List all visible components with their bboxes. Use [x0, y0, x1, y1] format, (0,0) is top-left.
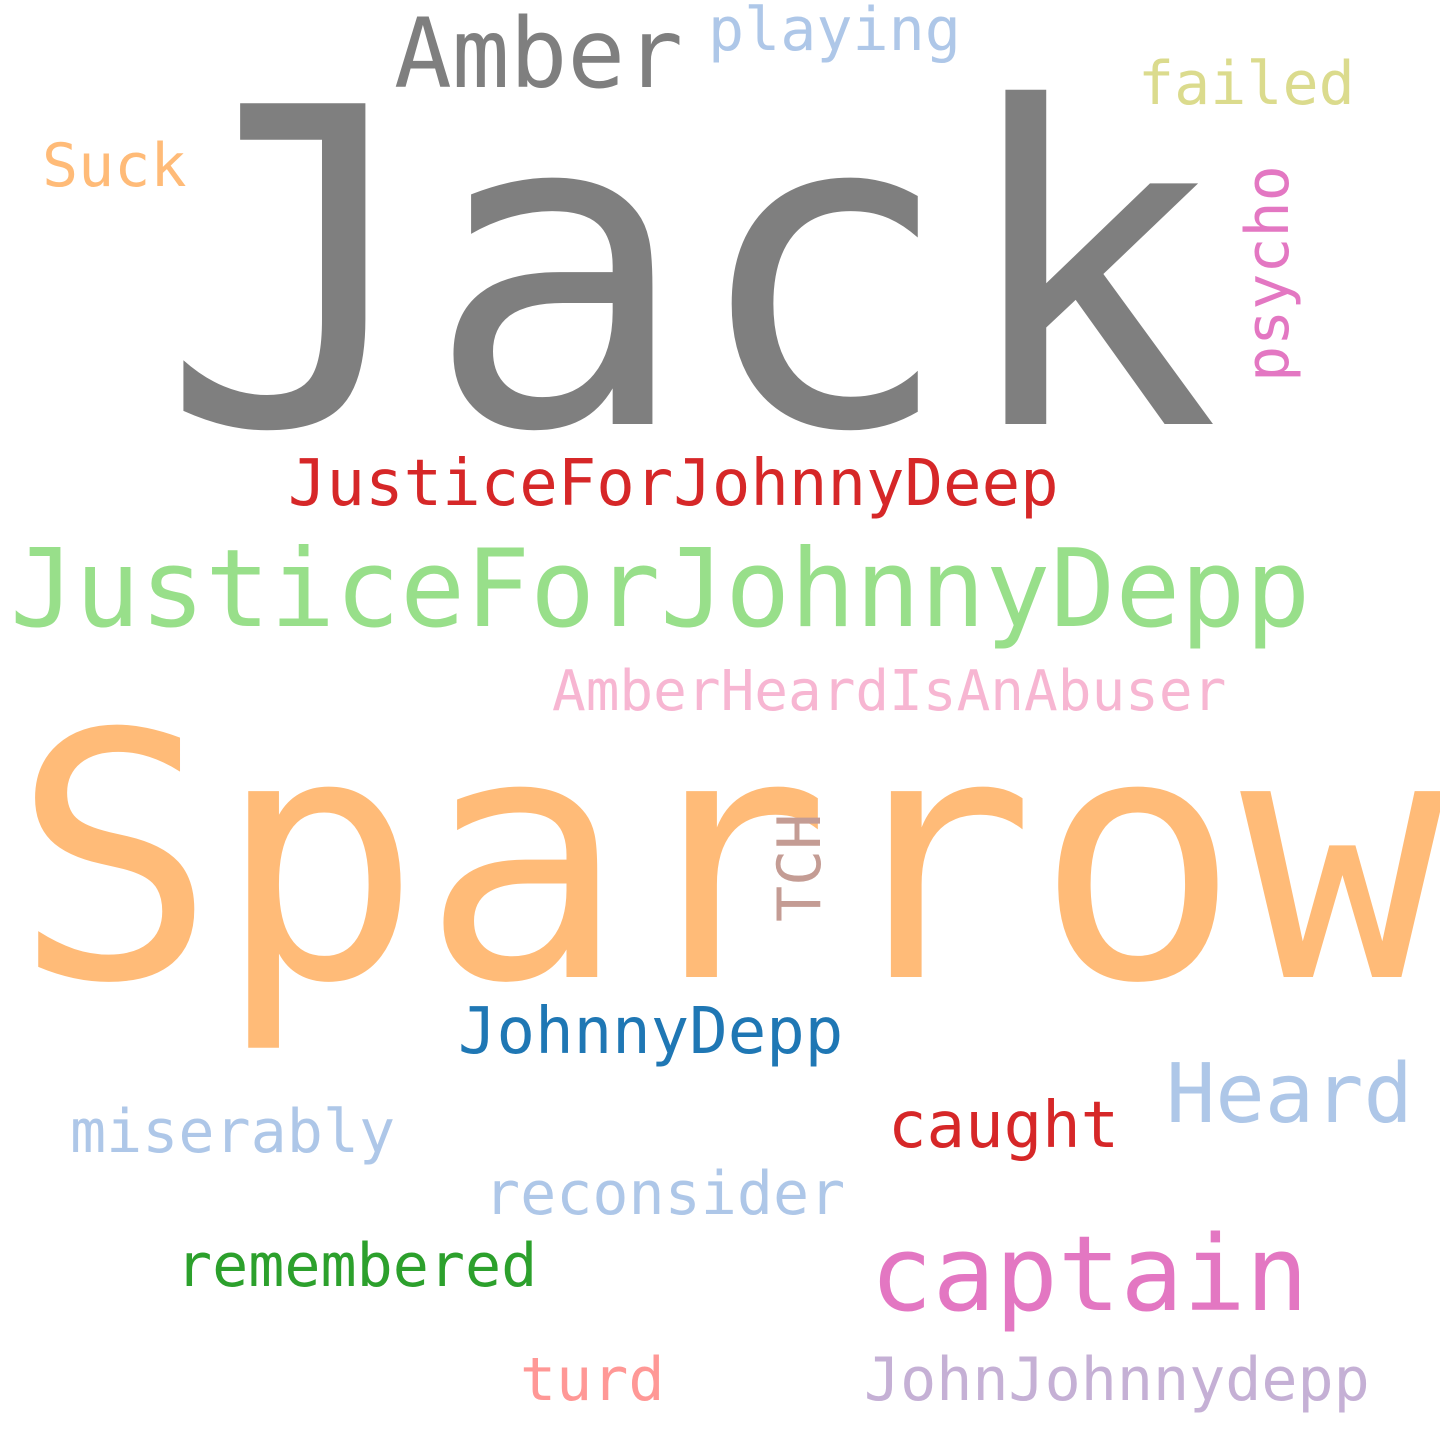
word-tch: TCH	[765, 813, 835, 922]
word-justiceforjohnnydeep: JusticeForJohnnyDeep	[288, 447, 1059, 521]
word-remembered: remembered	[176, 1231, 538, 1301]
word-captain: captain	[870, 1213, 1309, 1335]
word-caught: caught	[888, 1089, 1120, 1163]
word-jack: Jack	[160, 16, 1220, 528]
word-psycho: psycho	[1233, 165, 1303, 382]
word-turd: turd	[520, 1345, 665, 1415]
word-amber: Amber	[394, 0, 683, 110]
word-johnjohnnydepp: JohnJohnnydepp	[864, 1345, 1370, 1415]
word-reconsider: reconsider	[484, 1159, 846, 1229]
word-miserably: miserably	[70, 1097, 396, 1167]
word-amberheardisanabuser: AmberHeardIsAnAbuser	[552, 659, 1227, 724]
word-playing: playing	[708, 0, 961, 65]
word-heard: Heard	[1166, 1047, 1413, 1142]
word-johnnydepp: JohnnyDepp	[458, 995, 844, 1069]
word-justiceforjohnnydepp: JusticeForJohnnyDepp	[10, 527, 1311, 652]
word-suck: Suck	[42, 131, 187, 201]
word-failed: failed	[1138, 49, 1355, 119]
word-sparrow: Sparrow	[12, 662, 1440, 1058]
